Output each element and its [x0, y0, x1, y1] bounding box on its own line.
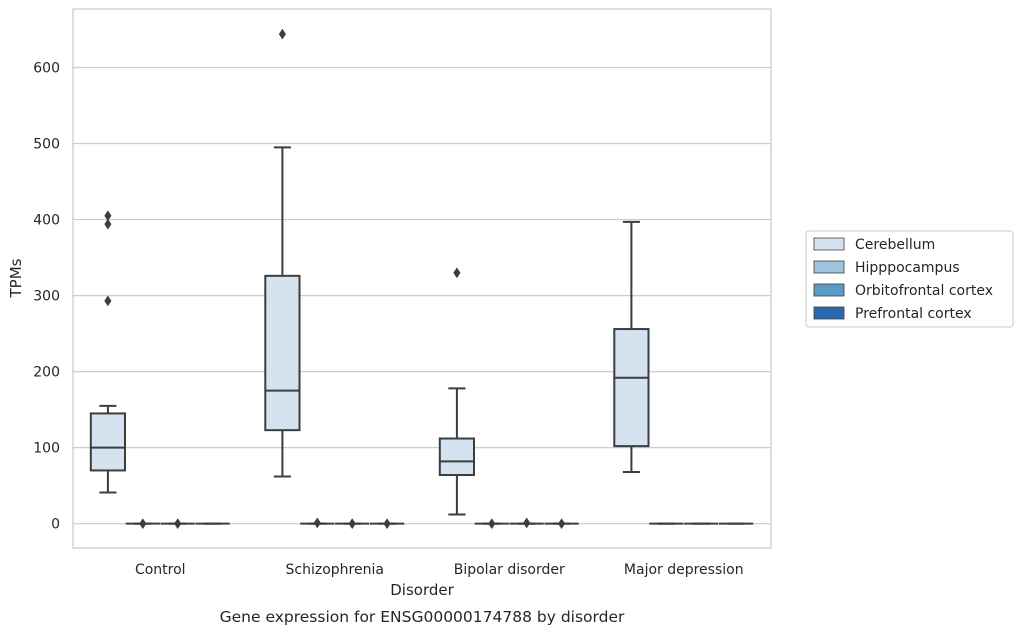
outlier-marker: [313, 517, 321, 529]
legend-label: Orbitofrontal cortex: [855, 283, 993, 299]
legend-label: Cerebellum: [855, 237, 935, 253]
box-2-1: [335, 518, 370, 530]
y-tick-label: 200: [33, 365, 60, 381]
y-tick-label: 300: [33, 289, 60, 305]
legend-swatch: [813, 283, 845, 297]
box-2-0: [160, 518, 195, 530]
box-iqr: [264, 274, 301, 432]
y-tick-label: 500: [33, 137, 60, 153]
outlier-marker: [278, 28, 286, 40]
legend-frame: [805, 230, 1014, 328]
box-0-0: [89, 210, 127, 494]
outlier-marker: [453, 267, 461, 279]
outlier-marker: [348, 518, 356, 530]
box-0-3: [613, 220, 650, 473]
y-axis-ticks: 0 100 200 300 400 500 600: [33, 61, 60, 533]
plot-marks: [89, 28, 754, 530]
box-1-1: [300, 517, 335, 529]
box-iqr: [438, 437, 476, 477]
outlier-marker: [558, 518, 566, 530]
y-tick-label: 100: [33, 441, 60, 457]
box-3-1: [369, 518, 405, 530]
outlier-marker: [488, 518, 496, 530]
legend-label: Hipppocampus: [855, 260, 960, 276]
legend-label: Prefrontal cortex: [855, 306, 972, 322]
box-2-2: [509, 517, 544, 529]
x-axis-ticks: Control Schizophrenia Bipolar disorder Majo…: [135, 562, 744, 578]
plot-area-frame: [72, 8, 772, 549]
x-tick-label: Bipolar disorder: [454, 562, 565, 578]
legend-swatch: [813, 306, 845, 320]
box-1-0: [125, 518, 160, 530]
box-iqr: [613, 328, 650, 448]
legend: Cerebellum Hipppocampus Orbitofrontal cort…: [805, 230, 1014, 328]
y-tick-label: 600: [33, 61, 60, 77]
box-3-2: [544, 518, 579, 530]
outlier-marker: [523, 517, 531, 529]
outlier-marker: [174, 518, 182, 530]
x-tick-label: Schizophrenia: [286, 562, 384, 578]
y-tick-label: 400: [33, 213, 60, 229]
legend-swatch: [813, 260, 845, 274]
legend-swatch: [813, 237, 845, 251]
x-tick-label: Major depression: [624, 562, 744, 578]
y-tick-label: 0: [51, 517, 60, 533]
outlier-marker: [139, 518, 147, 530]
legend-items: Cerebellum Hipppocampus Orbitofrontal cort…: [813, 237, 993, 322]
outlier-marker: [104, 295, 112, 307]
chart-caption: Gene expression for ENSG00000174788 by d…: [220, 608, 625, 626]
outlier-marker: [104, 210, 112, 222]
y-axis-title: TPMs: [7, 258, 25, 298]
outlier-marker: [104, 218, 112, 230]
outlier-marker: [383, 518, 391, 530]
box-1-2: [474, 518, 509, 530]
x-axis-title: Disorder: [390, 581, 454, 599]
box-0-2: [438, 267, 476, 516]
box-iqr: [89, 412, 127, 472]
box-0-1: [264, 28, 301, 478]
x-tick-label: Control: [135, 562, 186, 578]
